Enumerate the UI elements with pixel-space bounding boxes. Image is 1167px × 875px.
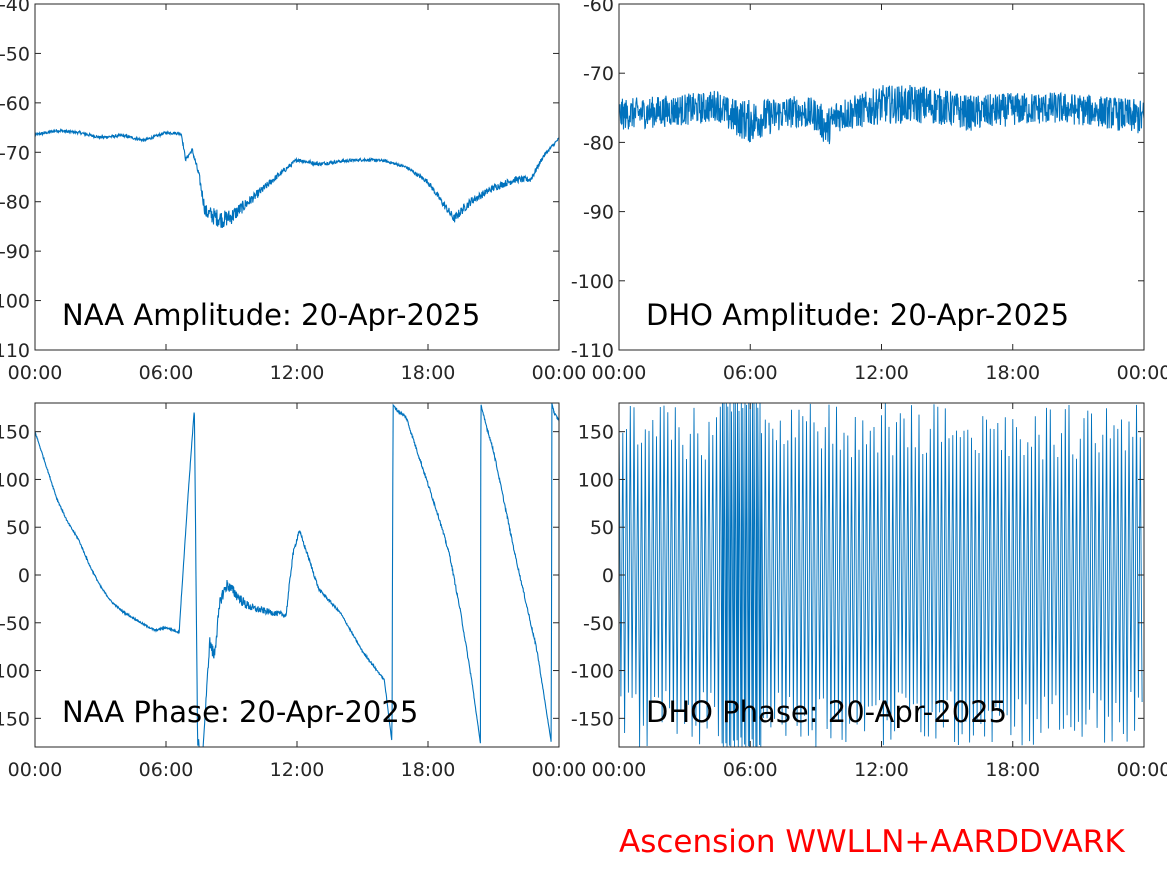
dho-phase-title: DHO Phase: 20-Apr-2025 [646, 695, 1007, 729]
dho-phase-xtick-label: 00:00 [592, 759, 647, 781]
naa-amplitude-ytick-label: -80 [0, 192, 30, 214]
dho-amplitude-ytick-label: -60 [583, 0, 614, 16]
dho-phase-ytick-label: -50 [583, 613, 614, 635]
naa-amplitude-xtick-label: 18:00 [401, 362, 456, 384]
naa-phase-panel: 00:00 06:00 12:00 18:00 00:00 150 100 50 0 -50 -10… [0, 402, 587, 781]
naa-amplitude-xtick-label: 06:00 [139, 362, 194, 384]
dho-phase-ytick-label: 50 [590, 517, 614, 539]
dho-amplitude-series-line [619, 84, 1144, 145]
naa-phase-series-line [35, 403, 559, 747]
dho-phase-panel: 00:00 06:00 12:00 18:00 00:00 150 100 50 0 -50 -10… [571, 402, 1167, 781]
naa-amplitude-ytick-label: -110 [0, 340, 30, 362]
dho-amplitude-ytick-label: -90 [583, 202, 614, 224]
naa-amplitude-xtick-label: 12:00 [270, 362, 325, 384]
station-label: Ascension WWLLN+AARDDVARK [619, 824, 1125, 860]
naa-phase-ytick-label: -150 [0, 708, 30, 730]
naa-phase-xtick-label: 00:00 [532, 759, 587, 781]
dho-phase-series-line [619, 403, 1143, 747]
dho-phase-ytick-label: 150 [578, 422, 614, 444]
dho-phase-ytick-label: -100 [571, 661, 614, 683]
naa-phase-ytick-label: -50 [0, 613, 30, 635]
dho-amplitude-xtick-label: 12:00 [854, 362, 909, 384]
dho-phase-ytick-label: 0 [602, 565, 614, 587]
naa-amplitude-panel: 00:00 06:00 12:00 18:00 00:00 -40 -50 -60 -70 -80… [0, 0, 586, 384]
dho-phase-xtick-label: 00:00 [1117, 759, 1167, 781]
dho-amplitude-xtick-label: 18:00 [985, 362, 1040, 384]
dho-phase-ytick-label: 100 [578, 469, 614, 491]
naa-phase-xtick-label: 06:00 [139, 759, 194, 781]
naa-amplitude-title: NAA Amplitude: 20-Apr-2025 [62, 298, 480, 332]
naa-amplitude-ytick-label: -60 [0, 93, 30, 115]
naa-phase-ytick-label: 0 [18, 565, 30, 587]
naa-phase-ytick-label: 150 [0, 422, 30, 444]
dho-amplitude-ytick-label: -100 [571, 271, 614, 293]
dho-amplitude-xtick-label: 06:00 [723, 362, 778, 384]
naa-amplitude-ytick-label: -100 [0, 291, 30, 313]
naa-phase-xtick-label: 00:00 [8, 759, 63, 781]
dho-amplitude-ytick-label: -110 [571, 340, 614, 362]
dho-amplitude-panel: 00:00 06:00 12:00 18:00 00:00 -60 -70 -80 -90 -10… [571, 0, 1167, 384]
naa-amplitude-series-line [35, 127, 559, 228]
dho-phase-xtick-label: 12:00 [854, 759, 909, 781]
naa-amplitude-xtick-label: 00:00 [8, 362, 63, 384]
dho-amplitude-xtick-label: 00:00 [592, 362, 647, 384]
naa-amplitude-ytick-label: -40 [0, 0, 30, 16]
naa-amplitude-ytick-label: -90 [0, 241, 30, 263]
dho-phase-xtick-label: 06:00 [723, 759, 778, 781]
dho-amplitude-xtick-label: 00:00 [1117, 362, 1167, 384]
naa-phase-ytick-label: -100 [0, 661, 30, 683]
naa-amplitude-ytick-label: -70 [0, 142, 30, 164]
dho-amplitude-ytick-label: -80 [583, 132, 614, 154]
naa-amplitude-ytick-label: -50 [0, 43, 30, 65]
naa-phase-ytick-label: 50 [6, 517, 30, 539]
dho-amplitude-title: DHO Amplitude: 20-Apr-2025 [646, 298, 1069, 332]
dho-amplitude-ytick-label: -70 [583, 63, 614, 85]
dho-phase-ytick-label: -150 [571, 708, 614, 730]
naa-phase-ytick-label: 100 [0, 469, 30, 491]
naa-amplitude-xtick-label: 00:00 [532, 362, 587, 384]
naa-phase-title: NAA Phase: 20-Apr-2025 [62, 695, 418, 729]
naa-phase-xtick-label: 18:00 [401, 759, 456, 781]
dho-phase-xtick-label: 18:00 [985, 759, 1040, 781]
naa-phase-xtick-label: 12:00 [270, 759, 325, 781]
